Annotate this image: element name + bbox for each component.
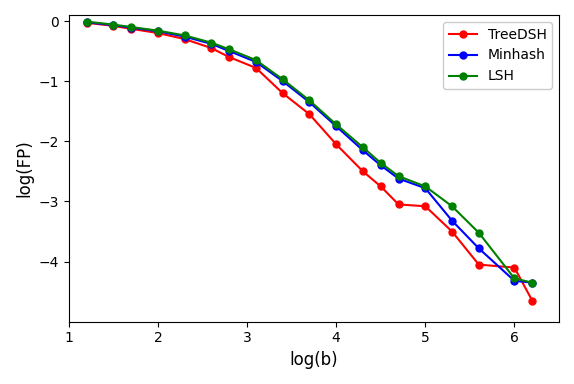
Minhash [128, 25, 135, 30]
TreeDSH [359, 169, 366, 174]
LSH [110, 22, 117, 27]
Minhash [475, 246, 482, 251]
Minhash [377, 163, 384, 168]
TreeDSH [253, 66, 259, 70]
TreeDSH [128, 26, 135, 31]
LSH [422, 184, 429, 189]
LSH [395, 174, 402, 179]
TreeDSH [395, 202, 402, 207]
Minhash [208, 41, 215, 46]
Minhash [449, 218, 456, 223]
TreeDSH [475, 262, 482, 267]
Minhash [529, 280, 536, 285]
Legend: TreeDSH, Minhash, LSH: TreeDSH, Minhash, LSH [443, 22, 552, 89]
Minhash [154, 29, 161, 33]
TreeDSH [511, 265, 518, 270]
Minhash [181, 34, 188, 39]
TreeDSH [529, 298, 536, 303]
TreeDSH [306, 112, 313, 116]
LSH [208, 40, 215, 45]
LSH [279, 77, 286, 82]
TreeDSH [83, 20, 90, 25]
Minhash [253, 60, 259, 64]
LSH [333, 122, 340, 127]
TreeDSH [422, 204, 429, 209]
LSH [181, 33, 188, 38]
LSH [529, 280, 536, 285]
TreeDSH [208, 46, 215, 50]
Line: TreeDSH: TreeDSH [83, 19, 536, 304]
Minhash [333, 124, 340, 129]
Minhash [226, 49, 232, 53]
TreeDSH [377, 184, 384, 189]
TreeDSH [154, 31, 161, 35]
TreeDSH [279, 91, 286, 96]
LSH [475, 230, 482, 235]
LSH [449, 204, 456, 209]
LSH [154, 28, 161, 33]
X-axis label: log(b): log(b) [289, 351, 338, 369]
Minhash [359, 148, 366, 152]
Minhash [83, 20, 90, 25]
Minhash [511, 278, 518, 283]
TreeDSH [226, 55, 232, 60]
LSH [359, 145, 366, 150]
TreeDSH [449, 229, 456, 234]
Y-axis label: log(FP): log(FP) [15, 139, 33, 197]
LSH [511, 276, 518, 281]
Minhash [306, 100, 313, 104]
TreeDSH [110, 23, 117, 28]
Minhash [279, 79, 286, 83]
LSH [253, 58, 259, 63]
LSH [128, 25, 135, 29]
Line: Minhash: Minhash [83, 19, 536, 286]
LSH [377, 161, 384, 165]
LSH [83, 19, 90, 24]
LSH [226, 47, 232, 51]
Minhash [395, 176, 402, 181]
Line: LSH: LSH [83, 18, 536, 286]
TreeDSH [181, 37, 188, 41]
Minhash [422, 186, 429, 190]
TreeDSH [333, 142, 340, 147]
LSH [306, 98, 313, 103]
Minhash [110, 23, 117, 28]
